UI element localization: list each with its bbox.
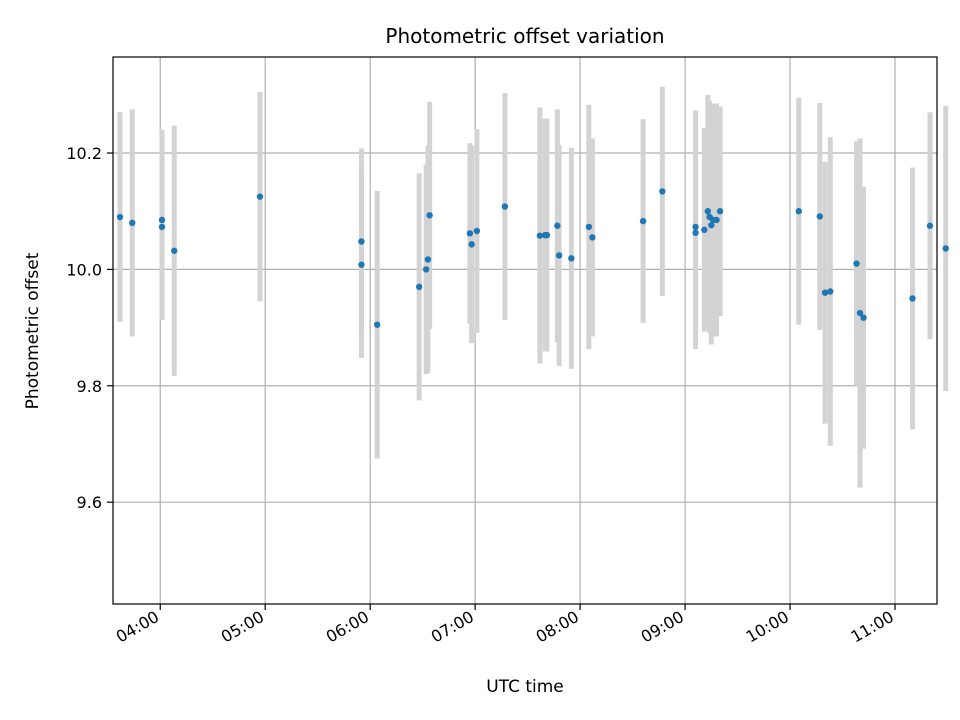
- data-point: [424, 256, 432, 263]
- data-point: [860, 314, 867, 321]
- data-point: [853, 260, 860, 267]
- data-point: [422, 266, 430, 273]
- data-point: [816, 213, 823, 220]
- data-point: [942, 245, 949, 252]
- data-point: [501, 203, 509, 210]
- data-point: [659, 188, 666, 195]
- data-point: [701, 226, 708, 234]
- data-point: [821, 289, 829, 296]
- data-point: [704, 208, 712, 215]
- data-point: [415, 283, 423, 291]
- data-point: [358, 238, 365, 245]
- data-point: [468, 241, 475, 248]
- data-point: [158, 216, 166, 224]
- data-point: [129, 219, 136, 227]
- y-tick-label: 10.0: [66, 260, 102, 279]
- data-point: [713, 216, 720, 224]
- data-point: [543, 231, 551, 239]
- data-point: [536, 232, 544, 239]
- data-point: [554, 222, 561, 229]
- data-point: [555, 252, 563, 259]
- data-point: [795, 208, 802, 215]
- y-axis-ticks: 9.6 9.8 10.0 10.2: [66, 144, 113, 512]
- data-point: [639, 217, 647, 225]
- data-point: [708, 221, 715, 229]
- data-point: [466, 230, 474, 237]
- data-point: [589, 234, 596, 241]
- data-point: [568, 255, 575, 262]
- y-tick-label: 9.8: [77, 377, 102, 396]
- data-point: [585, 223, 593, 231]
- data-point: [909, 295, 916, 302]
- y-axis-title: Photometric offset: [23, 252, 43, 409]
- x-axis-title: UTC time: [486, 677, 564, 697]
- data-point: [856, 309, 864, 317]
- data-point: [358, 261, 365, 268]
- data-point: [158, 223, 166, 231]
- y-tick-label: 10.2: [66, 144, 102, 163]
- data-point: [827, 288, 834, 295]
- data-points: [116, 188, 949, 328]
- data-point: [116, 213, 124, 221]
- data-point: [373, 321, 381, 328]
- data-point: [256, 193, 264, 200]
- data-point: [171, 247, 178, 254]
- data-point: [473, 227, 481, 235]
- data-point: [926, 222, 934, 229]
- data-point: [716, 208, 724, 215]
- data-point: [692, 223, 699, 231]
- plot-frame: [112, 56, 938, 605]
- chart-title: Photometric offset variation: [385, 24, 664, 48]
- data-point: [692, 229, 699, 236]
- y-tick-label: 9.6: [77, 493, 102, 512]
- data-point: [426, 212, 433, 219]
